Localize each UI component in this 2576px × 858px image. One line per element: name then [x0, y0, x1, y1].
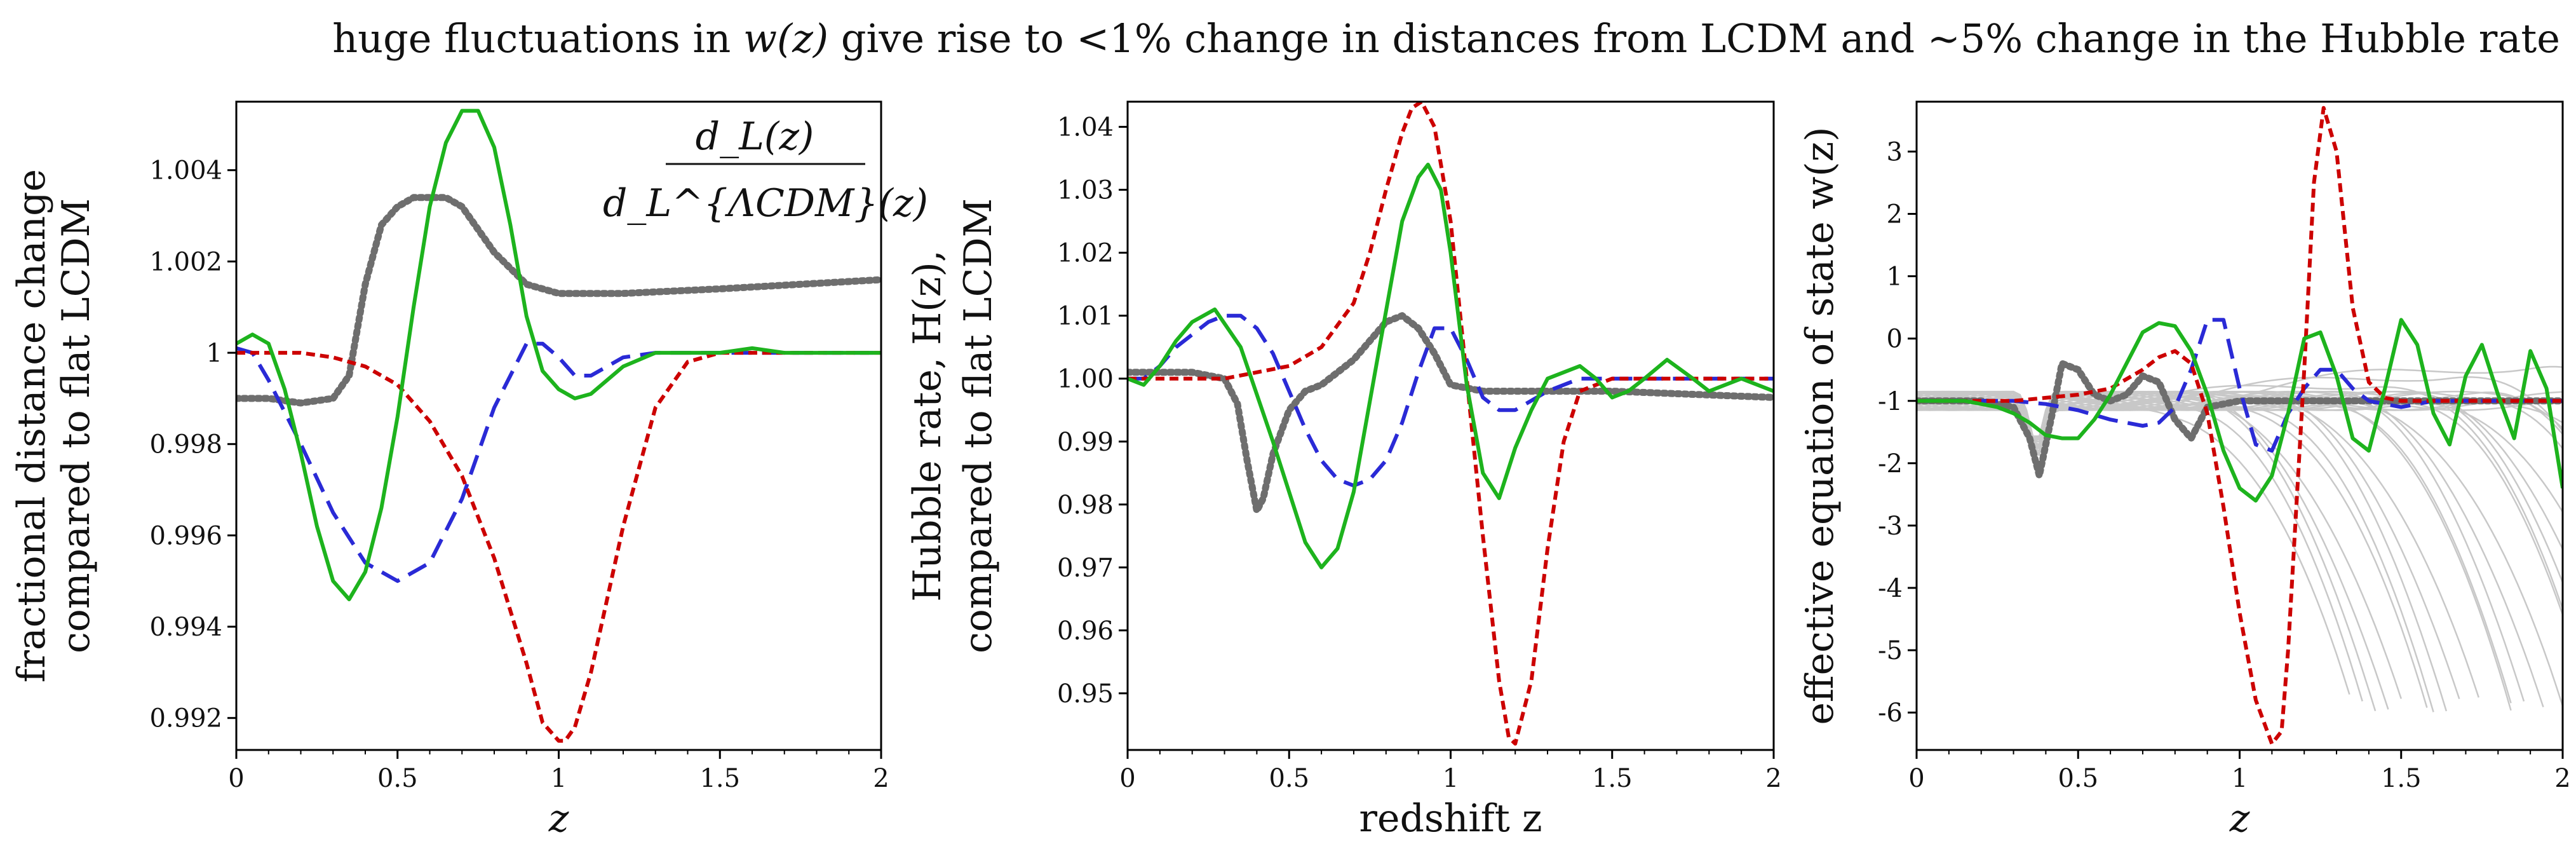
y-tick-label: 1 [1887, 262, 1903, 292]
y-tick-label: 0.992 [149, 704, 222, 733]
y-tick-label: 0.97 [1057, 554, 1114, 583]
y-tick-label: 0.996 [149, 521, 222, 550]
y-tick-label: 0.99 [1057, 428, 1114, 457]
x-tick-label: 0 [228, 764, 244, 793]
series-red [1128, 102, 1774, 746]
y-tick-label: -3 [1878, 512, 1903, 541]
y-tick-label: -2 [1878, 449, 1903, 479]
background-curve [1917, 392, 2377, 711]
x-tick-label: 1.5 [2381, 764, 2422, 793]
y-tick-label: 0.96 [1057, 616, 1114, 646]
figure-title: huge fluctuations in w(z) give rise to <… [332, 15, 2560, 62]
x-tick-label: 2 [2554, 764, 2570, 793]
plot-frame [1915, 100, 2564, 751]
panel-eos: 0 0.5 1 1.5 2 -6 -5 -4 -3 -2 -1 0 1 2 3 z effective equa… [1798, 100, 2571, 841]
series-green [1917, 318, 2563, 503]
y-axis-label: fractional distance change [10, 169, 54, 683]
y-tick-label: 3 [1887, 137, 1903, 167]
x-tick-label: 1.5 [699, 764, 740, 793]
y-tick-label: 0.95 [1057, 679, 1114, 709]
x-tick-label: 1 [551, 764, 567, 793]
ratio-denominator: d_L^{ΛCDM}(z) [603, 181, 928, 226]
background-curve [1917, 390, 2389, 710]
y-axis-label: Hubble rate, H(z), [905, 250, 950, 602]
y-tick-label: -1 [1878, 387, 1903, 416]
x-tick-label: 1.5 [1592, 764, 1633, 793]
x-tick-label: 0 [1908, 764, 1924, 793]
y-tick-label: 0.98 [1057, 491, 1114, 520]
series-blue [1128, 313, 1774, 488]
series-green [236, 109, 881, 601]
y-tick-label: 0 [1887, 325, 1903, 354]
y-axis-label: compared to flat LCDM [54, 198, 98, 653]
series-blue [236, 341, 881, 583]
title-part-2: w(z) [743, 15, 828, 62]
panel-distance: 0 0.5 1 1.5 2 0.992 0.994 0.996 0.998 1 1.002 1.004… [10, 100, 889, 841]
background-curve [1917, 390, 2563, 447]
y-tick-label: 1.01 [1057, 302, 1114, 331]
x-tick-label: 0.5 [1269, 764, 1309, 793]
y-tick-label: 1.004 [149, 156, 222, 186]
series-red [236, 351, 881, 743]
series-red [1917, 106, 2563, 746]
plot-area [1128, 102, 1774, 746]
y-axis-label: effective equation of state w(z) [1798, 126, 1842, 725]
y-tick-label: 0.998 [149, 430, 222, 460]
x-tick-label: 2 [873, 764, 889, 793]
x-tick-label: 1 [2232, 764, 2248, 793]
y-tick-label: 1.04 [1057, 113, 1114, 142]
x-tick-label: 0.5 [2058, 764, 2098, 793]
series-gray [1128, 312, 1774, 515]
y-tick-label: 1 [206, 339, 222, 368]
y-tick-label: -4 [1878, 574, 1903, 603]
x-tick-label: 0 [1119, 764, 1135, 793]
series-green [1128, 163, 1774, 569]
x-tick-label: 1 [1443, 764, 1459, 793]
plot-area [236, 109, 881, 743]
y-tick-label: 1.00 [1057, 365, 1114, 394]
y-tick-label: 1.03 [1057, 176, 1114, 205]
background-curve [1917, 390, 2563, 447]
panel-hubble: 0 0.5 1 1.5 2 0.95 0.96 0.97 0.98 0.99 1.00 1.01 1.0… [905, 100, 1782, 841]
y-tick-label: 1.02 [1057, 239, 1114, 268]
y-tick-label: 1.002 [149, 247, 222, 276]
y-tick-label: -6 [1878, 698, 1903, 728]
background-curve [1917, 390, 2350, 695]
x-tick-label: 2 [1765, 764, 1781, 793]
plot-area [1917, 106, 2563, 746]
y-tick-label: 0.994 [149, 613, 222, 642]
title-part-3: give rise to <1% change in distances fro… [828, 15, 2560, 62]
x-axis-label: redshift z [1359, 796, 1542, 841]
background-curve [1917, 390, 2479, 698]
plot-frame [1126, 100, 1775, 751]
title-part-1: huge fluctuations in [332, 15, 743, 62]
x-axis-label: z [548, 796, 569, 841]
dl-ratio-annotation: d_L(z) d_L^{ΛCDM}(z) [603, 114, 928, 226]
series-gray [236, 194, 881, 407]
y-tick-label: -5 [1878, 636, 1903, 665]
y-tick-label: 2 [1887, 200, 1903, 229]
background-curve [1917, 390, 2563, 615]
x-axis-label: z [2229, 796, 2250, 841]
series-blue [1917, 318, 2563, 453]
y-axis-label: compared to flat LCDM [956, 198, 1001, 653]
x-tick-label: 0.5 [377, 764, 418, 793]
background-curve [1917, 365, 2563, 439]
ratio-numerator: d_L(z) [696, 114, 814, 159]
background-curve [1917, 390, 2448, 712]
background-curve [1917, 390, 2402, 699]
